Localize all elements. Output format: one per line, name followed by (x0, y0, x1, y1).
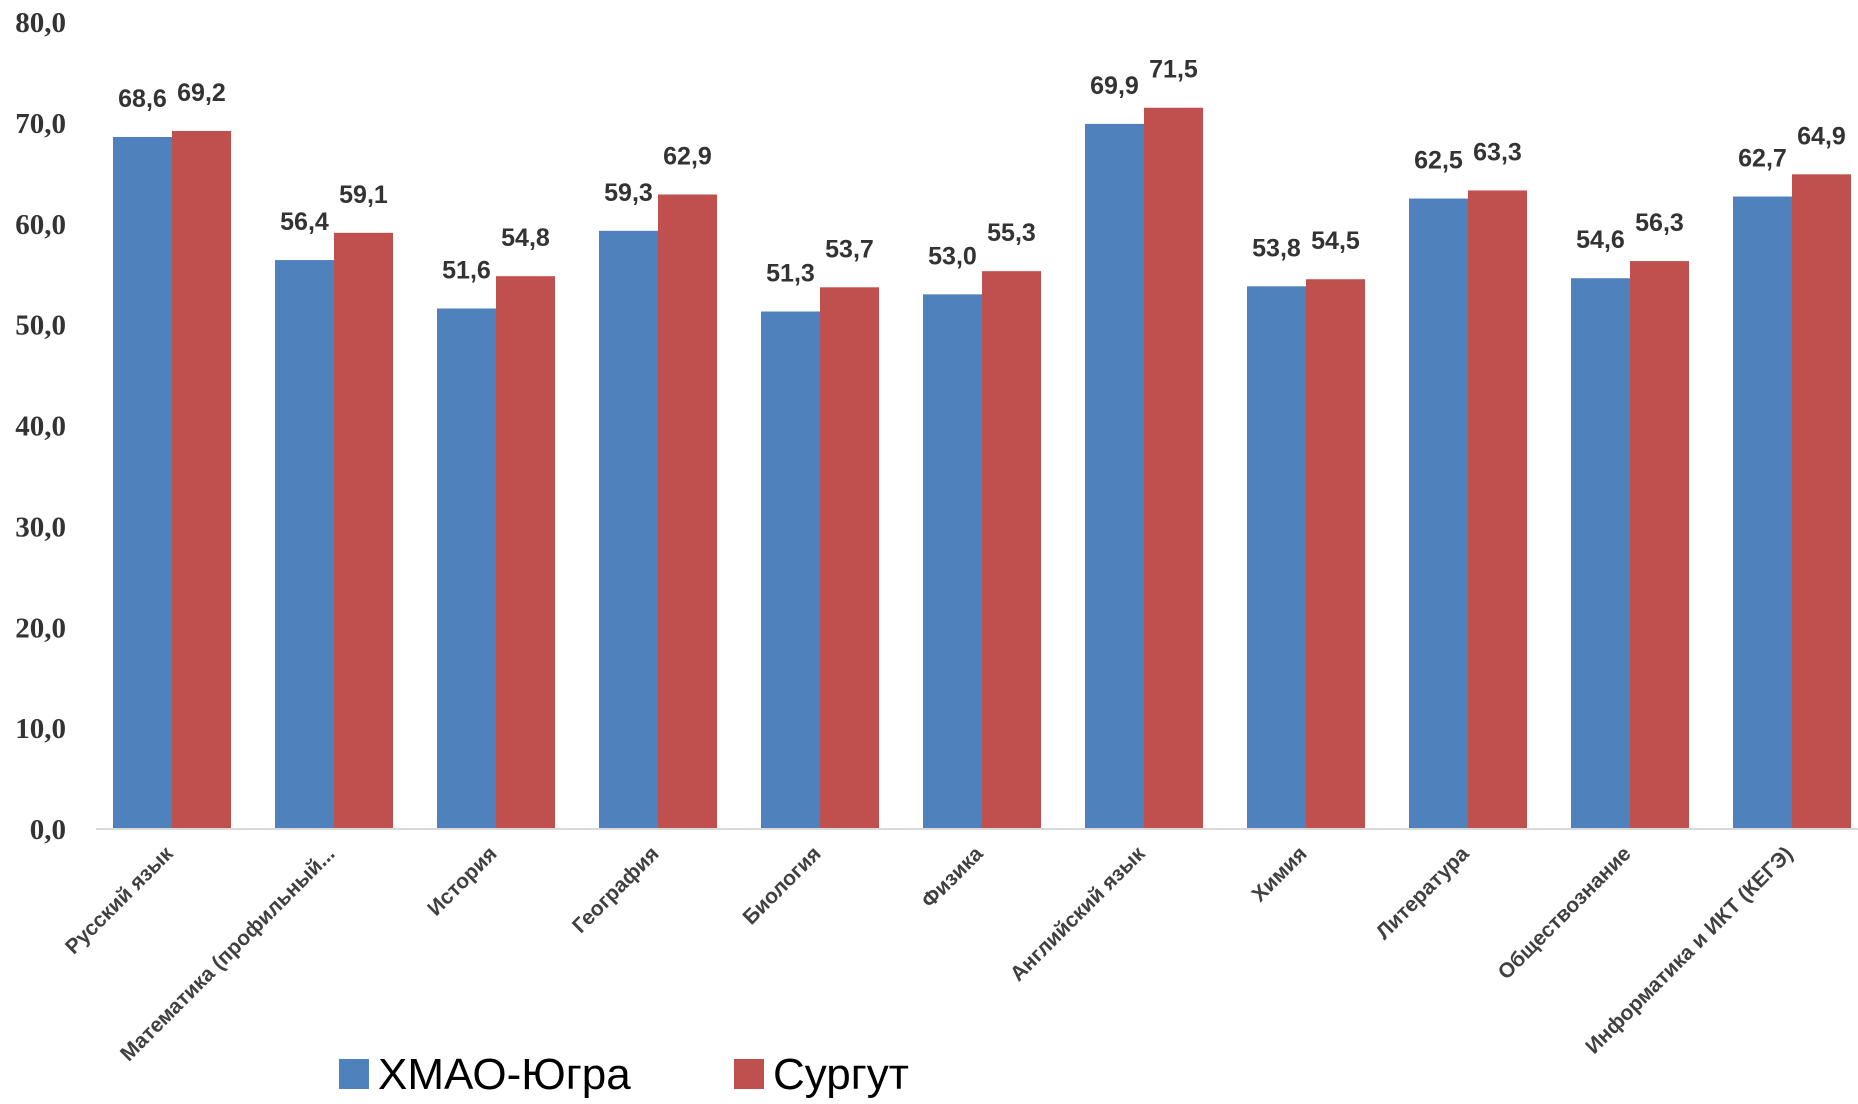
legend-swatch (734, 1059, 764, 1089)
bar-series2 (982, 271, 1041, 829)
bar-series1 (1247, 286, 1306, 830)
data-label: 53,7 (825, 235, 874, 263)
data-label: 68,6 (118, 85, 167, 113)
y-tick-label: 80,0 (15, 7, 66, 39)
data-label: 69,2 (177, 79, 226, 107)
x-tick-label: Обществознание (1494, 842, 1636, 984)
bar-series1 (1409, 198, 1468, 829)
data-label: 59,3 (604, 179, 653, 207)
y-tick-label: 60,0 (15, 209, 66, 241)
x-tick-label: Литература (1372, 842, 1474, 944)
y-tick-label: 20,0 (15, 612, 66, 644)
bar-series1 (923, 294, 982, 829)
bar-series1 (275, 260, 334, 829)
bar-series2 (1306, 279, 1365, 829)
bar-series2 (1468, 190, 1527, 829)
data-label: 51,6 (442, 256, 491, 284)
data-label: 71,5 (1149, 56, 1198, 84)
data-label: 56,4 (280, 208, 329, 236)
y-tick-label: 0,0 (30, 814, 66, 846)
bar-series2 (334, 232, 393, 830)
legend: ХМАО-Югра Сургут (339, 1050, 909, 1099)
x-tick-label: Химия (1247, 842, 1311, 906)
legend-swatch (339, 1059, 369, 1089)
data-label: 69,9 (1090, 72, 1139, 100)
legend-label: ХМАО-Югра (378, 1050, 631, 1099)
data-label: 54,8 (501, 224, 550, 252)
data-label: 54,6 (1576, 226, 1625, 254)
x-tick-label: История (423, 842, 501, 920)
y-tick-label: 50,0 (15, 310, 66, 342)
bar-series2 (1792, 174, 1851, 830)
bar-series1 (113, 136, 172, 829)
bar-series2 (496, 276, 555, 830)
bar-series2 (172, 130, 231, 829)
x-tick-label: География (568, 842, 664, 938)
data-label: 51,3 (766, 260, 815, 288)
bars-layer (113, 107, 1851, 830)
x-tick-label: Биология (738, 842, 825, 929)
data-labels-layer: 68,6 69,2 56,4 59,1 51,6 54,8 59,3 62,9 51,3 53,7… (118, 56, 1846, 288)
data-label: 64,9 (1797, 122, 1846, 150)
bar-series2 (658, 194, 717, 830)
bar-series2 (1144, 107, 1203, 829)
data-label: 63,3 (1473, 138, 1522, 166)
y-tick-label: 30,0 (15, 511, 66, 543)
bar-series2 (820, 287, 879, 829)
data-label: 53,0 (928, 242, 977, 270)
bar-series1 (437, 308, 496, 829)
x-tick-label: Английский язык (1006, 842, 1150, 986)
data-label: 56,3 (1635, 209, 1684, 237)
data-label: 55,3 (987, 219, 1036, 247)
y-tick-label: 10,0 (15, 713, 66, 745)
data-label: 62,5 (1414, 147, 1463, 175)
x-tick-label: Русский язык (61, 842, 178, 959)
bar-series1 (761, 311, 820, 830)
bar-series1 (1571, 278, 1630, 829)
legend-label: Сургут (773, 1050, 909, 1099)
data-label: 59,1 (339, 181, 388, 209)
bar-series1 (599, 230, 658, 829)
data-label: 54,5 (1311, 227, 1360, 255)
y-tick-label: 40,0 (15, 411, 66, 443)
bar-series2 (1630, 261, 1689, 830)
bar-series1 (1085, 123, 1144, 830)
y-axis: 0,0 10,0 20,0 30,0 40,0 50,0 60,0 70,0 80,0 (15, 7, 66, 846)
data-label: 53,8 (1252, 234, 1301, 262)
x-tick-label: Физика (917, 842, 987, 912)
bar-series1 (1733, 196, 1792, 830)
data-label: 62,9 (663, 142, 712, 170)
data-label: 62,7 (1738, 145, 1787, 173)
y-tick-label: 70,0 (15, 108, 66, 140)
